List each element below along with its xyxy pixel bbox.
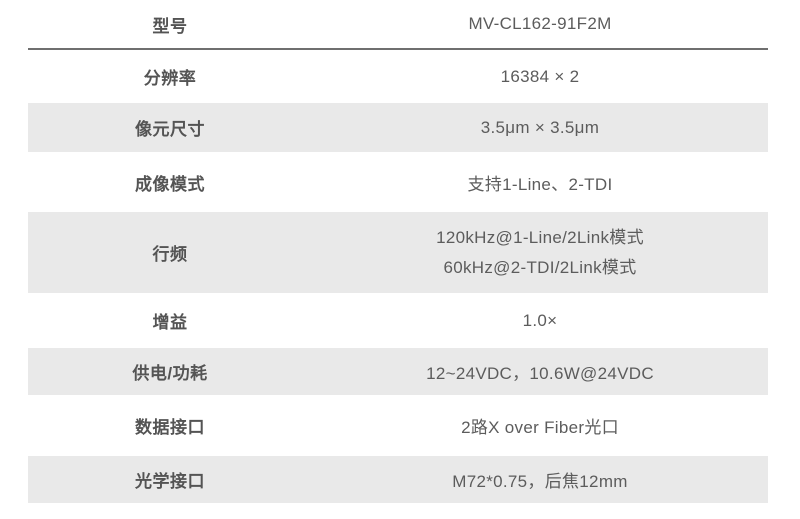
spec-label-imaging-mode: 成像模式 (135, 174, 205, 194)
spec-label-line-rate: 行频 (152, 245, 188, 264)
table-row-power: 供电/功耗 12~24VDC，10.6W@24VDC (28, 348, 768, 395)
header-divider (28, 48, 768, 50)
spec-label-optical-interface: 光学接口 (135, 472, 205, 491)
spec-value-imaging-mode: 支持1-Line、2-TDI (467, 174, 613, 194)
spec-label-model: 型号 (152, 16, 188, 36)
line-rate-line-1: 120kHz@1-Line/2Link模式 (436, 227, 644, 247)
spec-table: 型号 MV-CL162-91F2M 分辨率 16384 × 2 像元尺寸 3.5… (28, 0, 768, 503)
spec-label-resolution: 分辨率 (143, 69, 197, 88)
spec-label-power: 供电/功耗 (132, 364, 208, 383)
spec-value-line-rate: 120kHz@1-Line/2Link模式 60kHz@2-TDI/2Link模… (312, 223, 768, 283)
spec-value-resolution: 16384 × 2 (500, 66, 580, 86)
spec-value-model: MV-CL162-91F2M (468, 14, 612, 33)
spec-value-power: 12~24VDC，10.6W@24VDC (426, 364, 654, 383)
spec-label-gain: 增益 (152, 313, 188, 332)
table-row-imaging-mode: 成像模式 支持1-Line、2-TDI (28, 152, 768, 212)
line-rate-line-2: 60kHz@2-TDI/2Link模式 (443, 257, 637, 277)
table-row-pixel-size: 像元尺寸 3.5μm × 3.5μm (28, 103, 768, 152)
spec-label-data-interface: 数据接口 (135, 418, 205, 437)
table-row-line-rate: 行频 120kHz@1-Line/2Link模式 60kHz@2-TDI/2Li… (28, 212, 768, 293)
spec-value-data-interface: 2路X over Fiber光口 (461, 418, 619, 437)
table-row-resolution: 分辨率 16384 × 2 (28, 50, 768, 103)
table-row-optical-interface: 光学接口 M72*0.75，后焦12mm (28, 456, 768, 503)
table-row-data-interface: 数据接口 2路X over Fiber光口 (28, 395, 768, 456)
spec-value-optical-interface: M72*0.75，后焦12mm (452, 472, 628, 491)
table-row-model: 型号 MV-CL162-91F2M (28, 0, 768, 48)
spec-value-pixel-size: 3.5μm × 3.5μm (480, 117, 600, 137)
spec-value-gain: 1.0× (522, 310, 558, 330)
spec-label-pixel-size: 像元尺寸 (135, 120, 205, 139)
table-row-gain: 增益 1.0× (28, 293, 768, 348)
